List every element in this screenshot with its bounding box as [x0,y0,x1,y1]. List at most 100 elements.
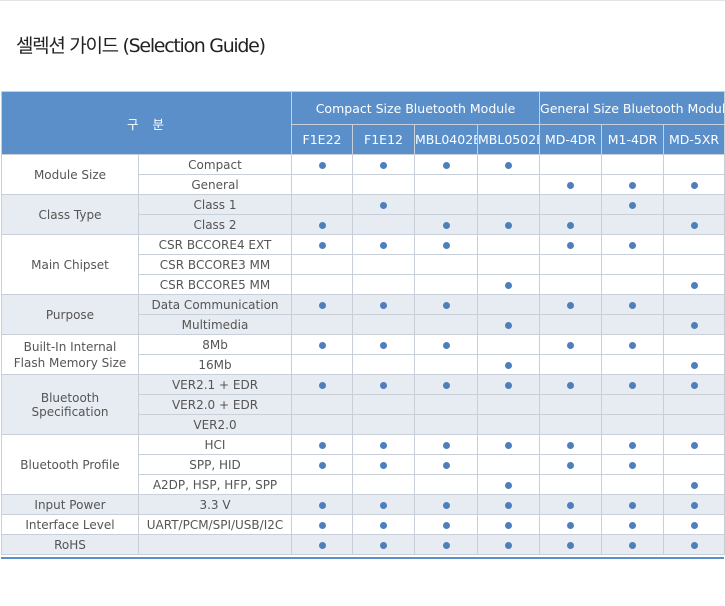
mark-cell [291,514,354,535]
supported-dot-icon [318,381,326,389]
supported-dot-icon [505,221,513,229]
mark-cell [352,514,416,535]
mark-cell [663,194,725,215]
table-row: Interface Level UART/PCM/SPI/USB/I2C [1,514,725,535]
mark-cell [291,214,354,235]
mark-cell [477,454,541,475]
mark-cell [539,494,603,515]
supported-dot-icon [629,381,637,389]
mark-cell [601,334,665,355]
mark-cell [663,274,725,295]
mark-cell [352,294,416,315]
option-cell: 16Mb [137,354,293,375]
supported-dot-icon [442,161,450,169]
group-header-compact: Compact Size Bluetooth Module [291,91,541,125]
table-row: VER2.0 [2,414,725,435]
supported-dot-icon [505,501,513,509]
supported-dot-icon [690,541,698,549]
table-row: A2DP, HSP, HFP, SPP [2,474,725,495]
mark-cell [663,394,725,415]
supported-dot-icon [567,521,575,529]
supported-dot-icon [567,461,575,469]
category-cell: Class Type [1,194,139,235]
page-title: 셀렉션 가이드 (Selection Guide) [16,35,266,57]
category-cell: Built-In Internal Flash Memory Size [1,334,139,375]
group-header-general: General Size Bluetooth Module [539,91,725,125]
table-row: Class Type Class 1 [1,194,725,235]
mark-cell [352,174,416,195]
option-cell: VER2.1 + EDR [137,374,293,395]
mark-cell [601,474,665,495]
option-cell: SPP, HID [137,454,293,475]
mark-cell [291,434,354,455]
supported-dot-icon [318,241,326,249]
mark-cell [291,154,354,175]
mark-cell [663,434,725,455]
supported-dot-icon [442,381,450,389]
supported-dot-icon [318,441,326,449]
mark-cell [414,314,479,335]
mark-cell [291,314,354,335]
supported-dot-icon [567,241,575,249]
mark-cell [601,434,665,455]
mark-cell [414,174,479,195]
supported-dot-icon [318,501,326,509]
option-cell: A2DP, HSP, HFP, SPP [137,474,293,495]
supported-dot-icon [505,281,513,289]
supported-dot-icon [505,161,513,169]
supported-dot-icon [318,221,326,229]
mark-cell [477,274,541,295]
header-model-row: F1E22 F1E12 MBL0402E MBL0502B MD-4DR M1-… [2,124,725,155]
mark-cell [352,234,416,255]
mark-cell [477,214,541,235]
mark-cell [414,474,479,495]
top-divider [0,0,725,1]
mark-cell [663,374,725,395]
mark-cell [601,194,665,215]
supported-dot-icon [567,221,575,229]
option-cell: Multimedia [137,314,293,335]
mark-cell [539,214,603,235]
category-cell: Main Chipset [1,234,139,295]
supported-dot-icon [567,381,575,389]
supported-dot-icon [380,541,388,549]
mark-cell [477,374,541,395]
mark-cell [291,474,354,495]
mark-cell [601,254,665,275]
mark-cell [414,414,479,435]
model-header: MD-4DR [539,124,603,155]
supported-dot-icon [442,541,450,549]
mark-cell [477,494,541,515]
category-cell: RoHS [1,534,139,555]
mark-cell [291,194,354,215]
mark-cell [601,354,665,375]
table-row: Main Chipset CSR BCCORE4 EXT [1,234,725,295]
mark-cell [663,494,725,515]
supported-dot-icon [442,441,450,449]
mark-cell [477,154,541,175]
mark-cell [352,394,416,415]
mark-cell [539,194,603,215]
mark-cell [477,234,541,255]
supported-dot-icon [629,241,637,249]
mark-cell [291,294,354,315]
supported-dot-icon [567,181,575,189]
mark-cell [601,234,665,255]
category-cell: Module Size [1,154,139,195]
supported-dot-icon [629,201,637,209]
mark-cell [663,414,725,435]
mark-cell [601,374,665,395]
mark-cell [663,254,725,275]
mark-cell [601,174,665,195]
mark-cell [477,334,541,355]
mark-cell [414,454,479,475]
supported-dot-icon [690,361,698,369]
mark-cell [477,194,541,215]
mark-cell [539,294,603,315]
supported-dot-icon [442,341,450,349]
mark-cell [414,234,479,255]
supported-dot-icon [505,361,513,369]
option-cell: HCI [137,434,293,455]
option-cell [137,534,293,555]
mark-cell [539,394,603,415]
